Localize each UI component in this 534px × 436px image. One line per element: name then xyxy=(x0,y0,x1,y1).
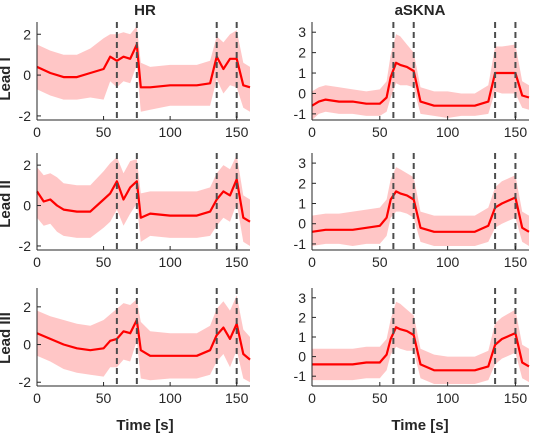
mean-line-askna-lead-iii xyxy=(312,326,530,372)
x-tick-label-askna-lead-iii-50: 50 xyxy=(372,390,388,406)
y-tick-label-askna-lead-iii-2: 2 xyxy=(298,309,306,325)
x-tick-label-askna-lead-i-0: 0 xyxy=(308,124,316,140)
y-tick-label-askna-lead-ii-2: 2 xyxy=(298,175,306,191)
xlabel-askna: Time [s] xyxy=(391,417,448,434)
y-tick-label-hr-lead-ii-2: 2 xyxy=(23,157,31,173)
mean-line-hr-lead-iii xyxy=(36,318,251,361)
x-tick-label-askna-lead-i-100: 100 xyxy=(436,124,460,140)
column-title-hr: HR xyxy=(134,2,156,19)
y-tick-label-askna-lead-i-0: 0 xyxy=(298,85,306,101)
x-tick-label-hr-lead-ii-100: 100 xyxy=(158,254,182,270)
x-tick-label-hr-lead-iii-100: 100 xyxy=(158,390,182,406)
xlabel-hr: Time [s] xyxy=(116,417,173,434)
band-askna-lead-i xyxy=(312,34,529,121)
panel-hr-lead-ii: 0 50 100 150-202 xyxy=(19,153,251,270)
y-tick-label-askna-lead-ii-3: 3 xyxy=(298,155,306,171)
panel-hr-lead-iii: 0 50 100 150-202 xyxy=(19,288,251,406)
y-tick-label-hr-lead-ii-0: 0 xyxy=(23,198,31,214)
y-tick-label-askna-lead-ii--1: -1 xyxy=(294,236,307,252)
y-tick-label-askna-lead-i-3: 3 xyxy=(298,24,306,40)
row-label-lead-i: Lead I xyxy=(0,57,14,100)
y-tick-label-hr-lead-iii-2: 2 xyxy=(23,299,31,315)
band-hr-lead-iii xyxy=(37,295,250,383)
x-tick-label-askna-lead-iii-0: 0 xyxy=(308,390,316,406)
x-tick-label-hr-lead-ii-0: 0 xyxy=(33,254,41,270)
y-tick-label-hr-lead-iii--2: -2 xyxy=(19,374,32,390)
y-tick-label-hr-lead-i--2: -2 xyxy=(19,108,32,124)
y-tick-label-hr-lead-iii-0: 0 xyxy=(23,337,31,353)
x-tick-label-askna-lead-iii-150: 150 xyxy=(504,390,528,406)
y-tick-label-askna-lead-i-2: 2 xyxy=(298,45,306,61)
y-tick-label-askna-lead-iii-3: 3 xyxy=(298,290,306,306)
y-tick-label-hr-lead-i-0: 0 xyxy=(23,67,31,83)
x-tick-label-askna-lead-ii-50: 50 xyxy=(372,254,388,270)
x-tick-label-hr-lead-iii-50: 50 xyxy=(96,390,112,406)
mean-line-hr-lead-ii xyxy=(36,178,251,223)
y-tick-label-hr-lead-ii--2: -2 xyxy=(19,238,32,254)
x-tick-label-hr-lead-i-50: 50 xyxy=(96,124,112,140)
x-tick-label-hr-lead-i-0: 0 xyxy=(33,124,41,140)
y-tick-label-askna-lead-iii-0: 0 xyxy=(298,349,306,365)
mean-line-hr-lead-i xyxy=(36,43,251,89)
column-title-askna: aSKNA xyxy=(395,2,446,19)
x-tick-label-askna-lead-ii-150: 150 xyxy=(504,254,528,270)
y-tick-label-askna-lead-iii-1: 1 xyxy=(298,329,306,345)
x-tick-label-hr-lead-i-100: 100 xyxy=(158,124,182,140)
y-tick-label-askna-lead-ii-0: 0 xyxy=(298,216,306,232)
row-label-lead-iii: Lead III xyxy=(0,312,14,364)
band-hr-lead-ii xyxy=(37,155,250,246)
x-tick-label-askna-lead-ii-100: 100 xyxy=(436,254,460,270)
x-tick-label-askna-lead-iii-100: 100 xyxy=(436,390,460,406)
x-tick-label-askna-lead-i-50: 50 xyxy=(372,124,388,140)
row-label-lead-ii: Lead II xyxy=(0,180,14,228)
x-tick-label-askna-lead-i-150: 150 xyxy=(504,124,528,140)
y-tick-label-askna-lead-i--1: -1 xyxy=(294,106,307,122)
x-tick-label-hr-lead-i-150: 150 xyxy=(225,124,249,140)
y-tick-label-askna-lead-iii--1: -1 xyxy=(294,368,307,384)
x-tick-label-hr-lead-iii-0: 0 xyxy=(33,390,41,406)
mean-line-askna-lead-ii xyxy=(311,190,530,233)
x-tick-label-hr-lead-ii-150: 150 xyxy=(225,254,249,270)
band-hr-lead-i xyxy=(37,26,250,112)
y-tick-label-askna-lead-i-1: 1 xyxy=(298,65,306,81)
mean-line-askna-lead-i xyxy=(311,61,530,107)
y-tick-label-askna-lead-ii-1: 1 xyxy=(298,196,306,212)
panel-hr-lead-i: 0 50 100 150-202 xyxy=(19,22,251,140)
x-tick-label-hr-lead-iii-150: 150 xyxy=(225,390,249,406)
x-tick-label-askna-lead-ii-0: 0 xyxy=(308,254,316,270)
y-tick-label-hr-lead-i-2: 2 xyxy=(23,26,31,42)
x-tick-label-hr-lead-ii-50: 50 xyxy=(96,254,112,270)
band-askna-lead-ii xyxy=(312,167,529,246)
